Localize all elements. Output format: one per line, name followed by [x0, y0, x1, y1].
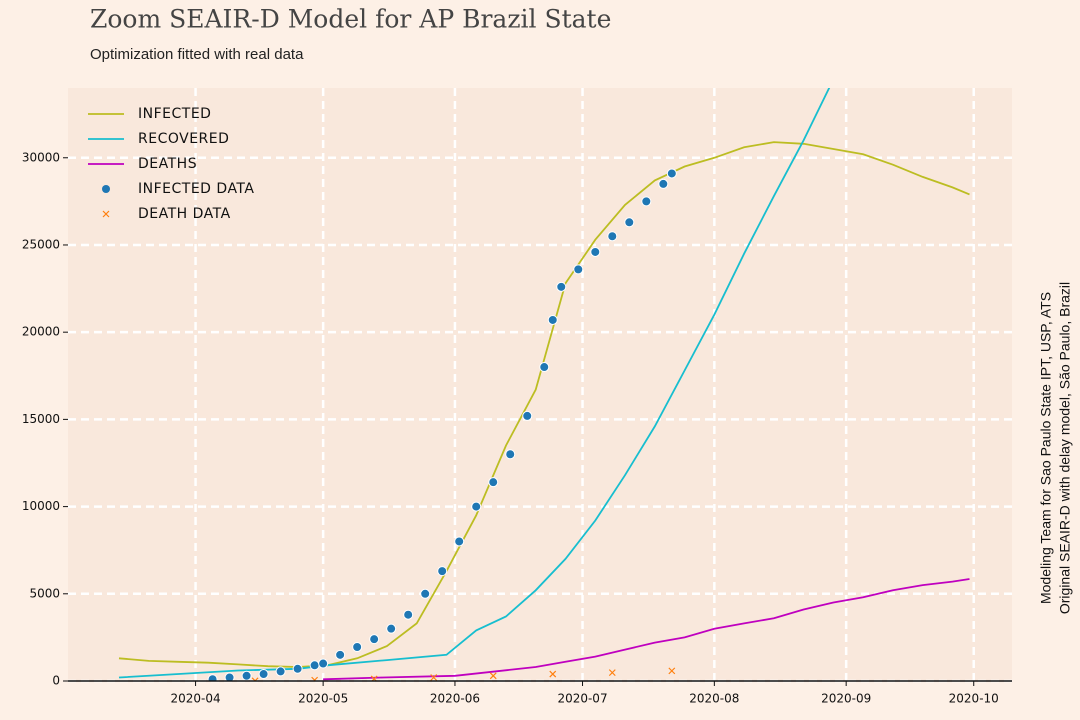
data-point [624, 217, 635, 228]
data-point [471, 501, 482, 512]
legend-swatch [102, 185, 110, 193]
data-point [488, 477, 499, 488]
data-point [352, 641, 363, 652]
grid [68, 88, 1012, 683]
legend-label: INFECTED DATA [138, 181, 254, 197]
data-point [641, 196, 652, 207]
legend-label: INFECTED [138, 106, 211, 122]
y-tick-label: 15000 [22, 412, 60, 426]
side-note: Original SEAIR-D with delay model, São P… [1057, 282, 1073, 614]
data-point [666, 168, 677, 179]
x-tick-label: 2020-07 [557, 692, 607, 706]
x-marker [430, 674, 438, 681]
y-tick-label: 30000 [22, 150, 60, 164]
legend-label: DEATHS [138, 156, 197, 172]
data-point [403, 609, 414, 620]
data-point [420, 588, 431, 599]
data-point [437, 566, 448, 577]
data-point [369, 634, 380, 645]
data-point [454, 536, 465, 547]
legend: INFECTED RECOVERED DEATHS INFECTED DATA DEAT… [88, 106, 254, 222]
x-marker [668, 667, 676, 675]
x-tick-label: 2020-08 [689, 692, 739, 706]
data-point [258, 669, 269, 680]
chart-subtitle: Optimization fitted with real data [90, 46, 304, 63]
data-point [386, 623, 397, 634]
x-tick-label: 2020-06 [430, 692, 480, 706]
x-tick-label: 2020-05 [298, 692, 348, 706]
x-marker [311, 676, 319, 681]
x-marker [608, 669, 616, 677]
data-point [292, 663, 303, 674]
data-point [335, 649, 346, 660]
data-point [556, 281, 567, 292]
chart-title: Zoom SEAIR-D Model for AP Brazil State [90, 5, 611, 34]
data-point [607, 231, 618, 242]
x-tick-label: 2020-10 [949, 692, 999, 706]
y-tick-label: 0 [52, 674, 60, 688]
x-marker [549, 670, 557, 678]
data-point [547, 314, 558, 325]
data-point [309, 660, 320, 671]
data-point [590, 246, 601, 257]
plot-area [68, 88, 1012, 681]
data-point [539, 362, 550, 373]
data-point [522, 410, 533, 421]
legend-label: RECOVERED [138, 131, 229, 147]
data-point [275, 666, 286, 677]
data-point [318, 658, 329, 669]
y-tick-label: 25000 [22, 237, 60, 251]
x-marker [489, 672, 497, 680]
data-point [241, 670, 252, 681]
x-tick-label: 2020-04 [170, 692, 220, 706]
y-tick-label: 5000 [29, 586, 60, 600]
data-line [118, 141, 970, 668]
y-tick-label: 20000 [22, 325, 60, 339]
data-point [505, 449, 516, 460]
data-point [658, 178, 669, 189]
data-line [323, 578, 970, 681]
side-note: Modeling Team for Sao Paulo State IPT, U… [1038, 292, 1054, 604]
x-tick-label: 2020-09 [821, 692, 871, 706]
x-marker [102, 210, 110, 218]
y-tick-label: 10000 [22, 499, 60, 513]
legend-label: DEATH DATA [138, 206, 231, 222]
data-point [224, 672, 235, 681]
data-point [573, 264, 584, 275]
data-point [207, 674, 218, 681]
